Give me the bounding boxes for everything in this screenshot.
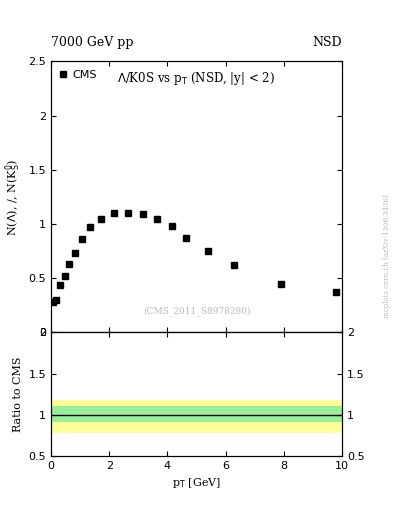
CMS bbox=[111, 210, 116, 216]
CMS bbox=[140, 211, 145, 218]
Bar bbox=[51, 407, 342, 422]
CMS bbox=[67, 261, 72, 267]
X-axis label: p$_\mathrm{T}$ [GeV]: p$_\mathrm{T}$ [GeV] bbox=[172, 476, 221, 490]
CMS bbox=[279, 281, 283, 287]
Line: CMS: CMS bbox=[51, 210, 339, 305]
CMS bbox=[54, 297, 59, 303]
CMS bbox=[169, 223, 174, 229]
Y-axis label: Ratio to CMS: Ratio to CMS bbox=[13, 356, 23, 432]
CMS bbox=[155, 216, 160, 222]
CMS bbox=[79, 236, 84, 242]
Text: $\Lambda$/K0S vs p$_\mathrm{T}$ (NSD, |y| < 2): $\Lambda$/K0S vs p$_\mathrm{T}$ (NSD, |y… bbox=[118, 70, 275, 87]
Legend: CMS: CMS bbox=[57, 67, 100, 83]
CMS bbox=[184, 235, 189, 241]
CMS bbox=[126, 210, 130, 216]
CMS bbox=[58, 282, 63, 288]
Text: mcplots.cern.ch [arXiv:1306.3436]: mcplots.cern.ch [arXiv:1306.3436] bbox=[383, 194, 391, 318]
CMS bbox=[51, 299, 56, 305]
Text: 7000 GeV pp: 7000 GeV pp bbox=[51, 36, 134, 49]
Text: (CMS_2011_S8978280): (CMS_2011_S8978280) bbox=[143, 306, 250, 316]
CMS bbox=[334, 289, 338, 295]
CMS bbox=[88, 224, 93, 230]
Y-axis label: N($\Lambda$), /, N(K$_\mathrm{S}^0$): N($\Lambda$), /, N(K$_\mathrm{S}^0$) bbox=[3, 158, 23, 236]
Text: NSD: NSD bbox=[312, 36, 342, 49]
CMS bbox=[206, 248, 211, 254]
CMS bbox=[98, 216, 103, 222]
CMS bbox=[73, 250, 77, 257]
Bar bbox=[51, 400, 342, 433]
CMS bbox=[232, 262, 237, 268]
CMS bbox=[62, 273, 67, 279]
